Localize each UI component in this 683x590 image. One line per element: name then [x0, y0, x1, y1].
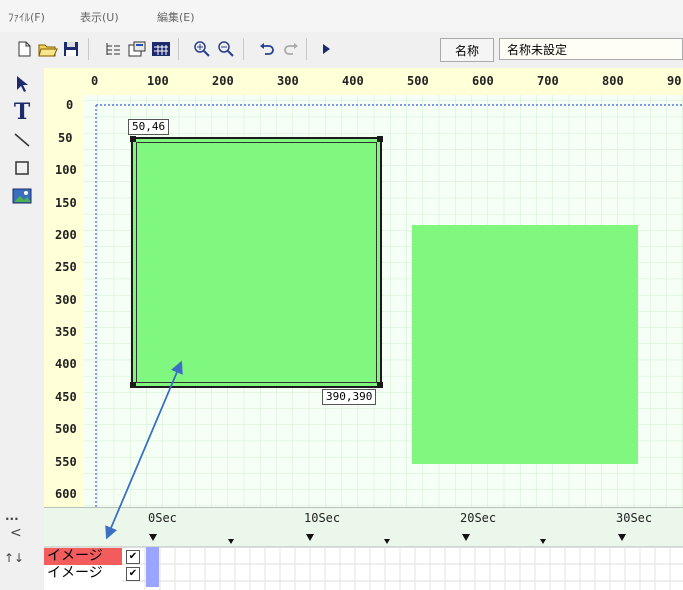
select-tool-button[interactable]	[9, 71, 35, 97]
open-folder-icon	[38, 44, 58, 57]
save-button[interactable]	[60, 38, 82, 60]
play-icon	[323, 44, 330, 54]
resize-handle[interactable]	[130, 136, 136, 142]
select-arrow-icon	[17, 76, 28, 92]
layer-name[interactable]: イメージ	[44, 565, 122, 582]
ruler-x-label: 100	[147, 74, 169, 88]
text-tool-icon: T	[13, 99, 31, 125]
rectangle-tool-button[interactable]	[9, 155, 35, 181]
menu-edit[interactable]: 編集(E)	[157, 11, 195, 24]
timeline-panel: ... < ↑↓ 0Sec 10Sec 20Sec 30Sec イメージ ✔ イ…	[0, 507, 683, 590]
layer-name[interactable]: イメージ	[44, 548, 122, 565]
time-mark-label: 30Sec	[616, 511, 653, 525]
redo-button[interactable]	[280, 38, 302, 60]
time-markers	[149, 534, 626, 544]
name-field[interactable]: 名称未設定	[499, 38, 683, 60]
save-icon	[64, 42, 78, 56]
line-tool-button[interactable]	[9, 127, 35, 153]
toolbar-separator	[88, 38, 89, 60]
table-button[interactable]	[150, 38, 172, 60]
ruler-y-label: 150	[55, 196, 77, 210]
start-coordinate-label: 50,46	[128, 119, 170, 135]
more-options-button[interactable]: ...	[5, 509, 19, 523]
toolbar-separator	[306, 38, 307, 60]
ruler-y-label: 300	[55, 293, 77, 307]
image-tool-icon	[12, 188, 32, 204]
timeline-grid	[0, 507, 683, 590]
ruler-y-label: 450	[55, 390, 77, 404]
ruler-x-label: 300	[277, 74, 299, 88]
play-button[interactable]	[315, 38, 337, 60]
selected-image-shape[interactable]	[131, 137, 382, 388]
ruler-x-label: 90	[667, 74, 682, 88]
ruler-y-label: 350	[55, 325, 77, 339]
menu-file[interactable]: ﾌｧｲﾙ(F)	[8, 11, 45, 24]
name-label: 名称	[440, 38, 494, 62]
ruler-y-label: 250	[55, 260, 77, 274]
time-mark-label: 10Sec	[304, 511, 341, 525]
ruler-y-label: 200	[55, 228, 77, 242]
zoom-out-icon	[218, 41, 234, 57]
tree-list-icon	[106, 43, 120, 55]
toolbar-separator	[178, 38, 179, 60]
text-tool-button[interactable]: T	[9, 99, 35, 125]
ruler-x-label: 800	[602, 74, 624, 88]
open-button[interactable]	[37, 38, 59, 60]
ruler-y-label: 400	[55, 357, 77, 371]
new-file-button[interactable]	[13, 38, 35, 60]
toolbar-separator	[243, 38, 244, 60]
layer-row[interactable]: イメージ ✔	[44, 548, 140, 565]
ruler-x-label: 700	[537, 74, 559, 88]
line-tool-icon	[14, 133, 30, 147]
properties-icon	[128, 41, 146, 57]
time-mark-label: 20Sec	[460, 511, 497, 525]
layer-visibility-checkbox[interactable]: ✔	[126, 549, 140, 564]
ruler-x-label: 400	[342, 74, 364, 88]
undo-icon	[260, 43, 274, 55]
ruler-x-label: 0	[91, 74, 99, 88]
collapse-button[interactable]: <	[10, 525, 22, 541]
image-shape[interactable]	[412, 225, 638, 464]
rectangle-tool-icon	[15, 161, 29, 175]
resize-handle[interactable]	[377, 382, 383, 388]
ruler-y-label: 0	[66, 98, 74, 112]
properties-button[interactable]	[126, 38, 148, 60]
menu-bar: ﾌｧｲﾙ(F) 表示(U) 編集(E)	[0, 0, 683, 32]
ruler-x-label: 600	[472, 74, 494, 88]
zoom-in-button[interactable]	[191, 38, 213, 60]
tree-list-button[interactable]	[102, 38, 124, 60]
redo-icon	[284, 43, 298, 55]
undo-button[interactable]	[256, 38, 278, 60]
zoom-in-icon	[194, 41, 210, 57]
ruler-y-label: 100	[55, 163, 77, 177]
ruler-x-label: 500	[407, 74, 429, 88]
layer-visibility-checkbox[interactable]: ✔	[126, 566, 140, 581]
resize-handle[interactable]	[377, 136, 383, 142]
ruler-y-label: 50	[58, 131, 73, 145]
end-coordinate-label: 390,390	[322, 389, 377, 405]
resize-handle[interactable]	[130, 382, 136, 388]
ruler-top	[44, 68, 683, 95]
ruler-y-label: 600	[55, 487, 77, 501]
ruler-y-label: 500	[55, 422, 77, 436]
zoom-out-button[interactable]	[215, 38, 237, 60]
ruler-y-label: 550	[55, 455, 77, 469]
menu-view[interactable]: 表示(U)	[80, 11, 119, 24]
new-file-icon	[18, 41, 31, 57]
table-icon	[152, 42, 170, 56]
sort-button[interactable]: ↑↓	[4, 551, 25, 565]
ruler-x-label: 200	[212, 74, 234, 88]
image-tool-button[interactable]	[9, 183, 35, 209]
ruler-left	[44, 95, 84, 507]
layer-row[interactable]: イメージ ✔	[44, 565, 140, 582]
